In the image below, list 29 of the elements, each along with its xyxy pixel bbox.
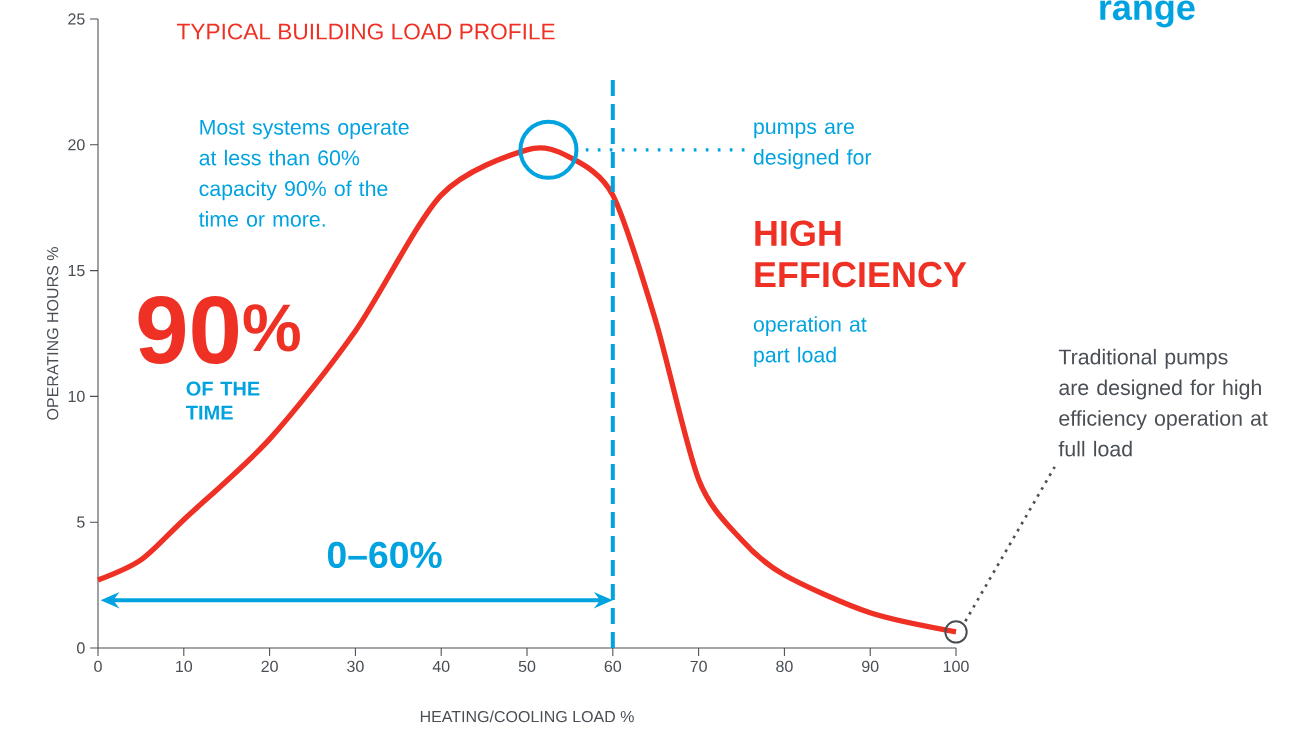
y-axis-title: OPERATING HOURS % xyxy=(47,247,59,420)
y-tick-label: 25 xyxy=(68,13,85,25)
y-tick-label: 0 xyxy=(77,642,85,654)
annotation: 0–60% xyxy=(327,541,442,569)
x-tick-label: 70 xyxy=(690,660,707,673)
y-tick-label: 5 xyxy=(77,516,85,528)
text: range xyxy=(1100,0,1195,28)
annotation: OF THE TIME xyxy=(186,381,260,420)
x-tick-label: 100 xyxy=(943,660,969,673)
x-tick-label: 20 xyxy=(261,660,278,673)
x-tick-label: 10 xyxy=(176,660,193,673)
x-tick-label: 90 xyxy=(862,660,879,673)
y-tick-label: 15 xyxy=(68,265,85,277)
annotation: Most systems operate at less than 60% capacity 90% of the time or more. xyxy=(198,119,409,227)
x-axis-title: HEATING/COOLING LOAD % xyxy=(420,710,634,723)
x-tick-label: 0 xyxy=(94,660,102,673)
annotation: pumps are designed for xyxy=(753,122,872,169)
x-tick-label: 40 xyxy=(432,660,450,673)
annotation: 90$^{%}$ xyxy=(138,296,300,364)
text: Traditional pumps are designed for high efficiency operation at full load xyxy=(1058,348,1268,457)
y-tick-label: 10 xyxy=(68,390,85,403)
x-tick-label: 50 xyxy=(518,660,536,673)
x-tick-label: 60 xyxy=(604,660,622,673)
chart-title: TYPICAL BUILDING LOAD PROFILE xyxy=(177,23,555,40)
x-tick-label: 80 xyxy=(776,660,793,673)
x-tick-label: 30 xyxy=(347,660,364,673)
annotation: operation at part load xyxy=(753,316,867,367)
annotation: HIGH EFFICIENCY xyxy=(755,220,967,288)
y-tick-label: 20 xyxy=(68,139,85,151)
